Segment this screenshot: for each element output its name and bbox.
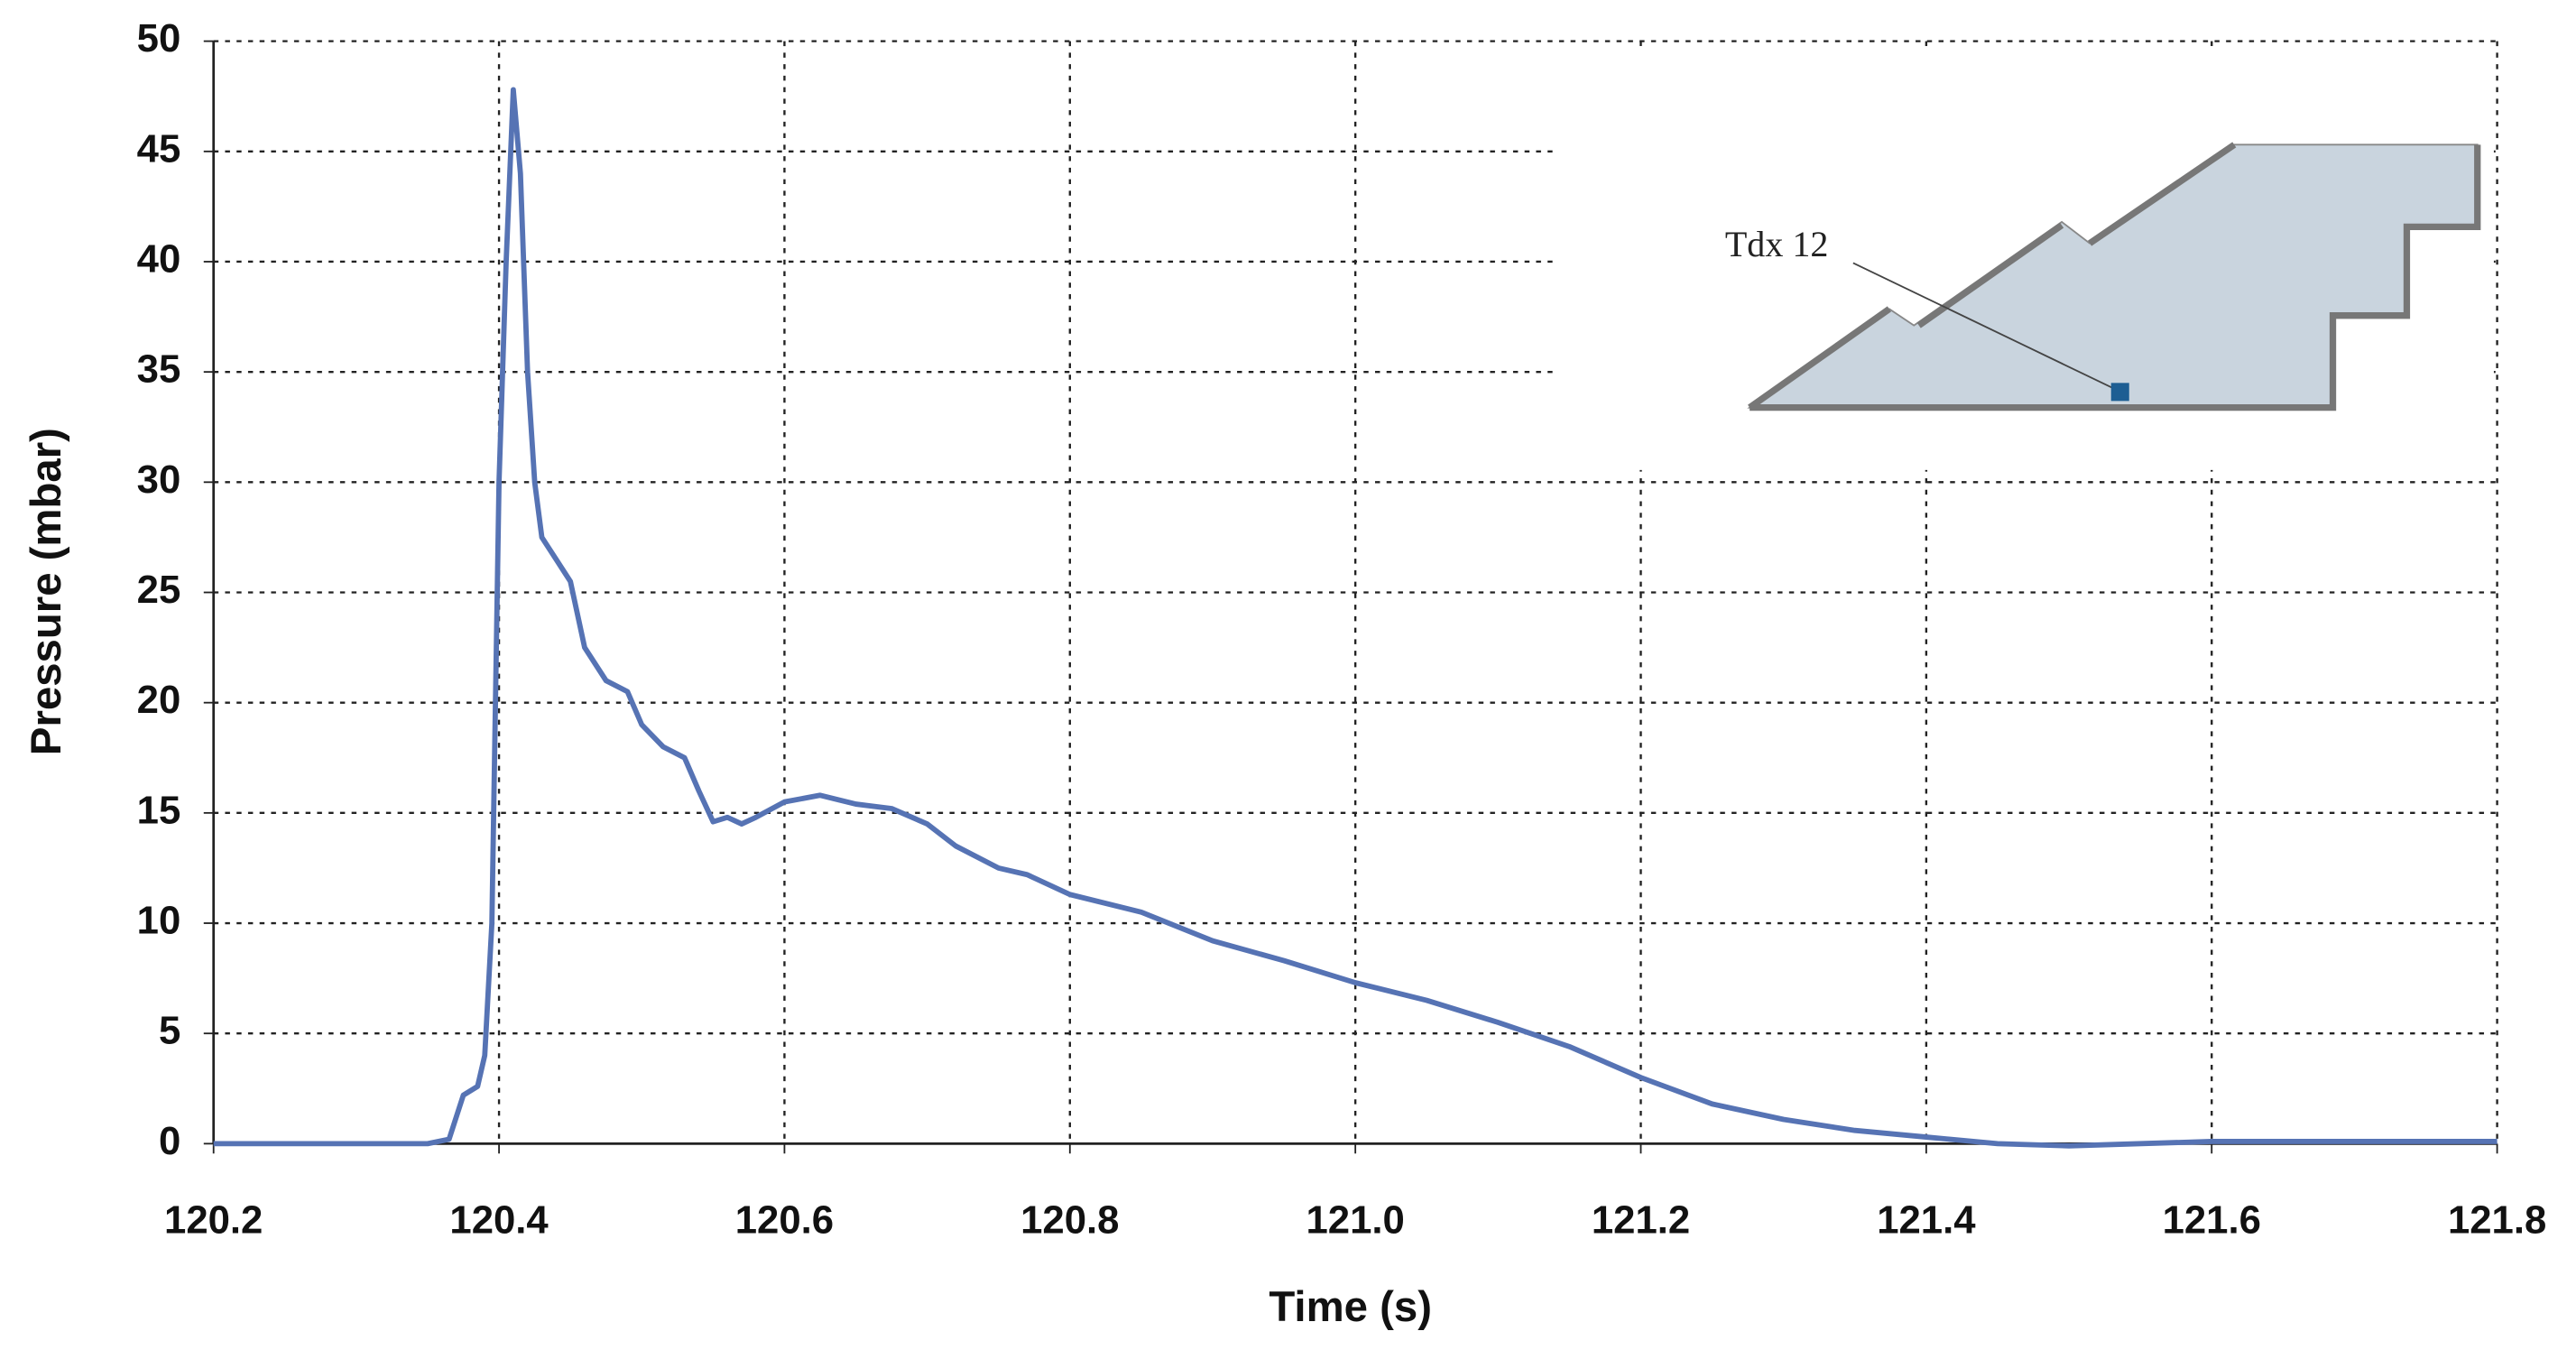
- x-tick-label: 121.8: [2448, 1197, 2546, 1242]
- y-tick-label: 40: [137, 237, 181, 282]
- inset-wall: [1750, 144, 2481, 411]
- y-axis-title: Pressure (mbar): [23, 428, 70, 755]
- leader-line: [1852, 262, 2120, 393]
- inset-wall: [1748, 306, 1892, 411]
- x-tick-label: 121.0: [1306, 1197, 1404, 1242]
- x-tick-label: 121.2: [1592, 1197, 1690, 1242]
- x-tick-label: 121.6: [2163, 1197, 2261, 1242]
- inset-diagram: Tdx 12: [1725, 142, 2481, 411]
- inset-wall: [1916, 222, 2064, 328]
- annotation: Tdx 12: [1725, 224, 1829, 264]
- x-tick-label: 120.8: [1020, 1197, 1119, 1242]
- y-tick-label: 35: [137, 347, 181, 392]
- grid: [213, 40, 2498, 1144]
- y-tick-label: 20: [137, 678, 181, 722]
- x-tick-label: 121.4: [1877, 1197, 1976, 1242]
- y-tick-label: 10: [137, 899, 181, 943]
- sensor: [2110, 383, 2129, 402]
- y-tick-label: 15: [137, 788, 181, 832]
- inset-wall: [2087, 142, 2237, 246]
- y-tick-label: 30: [137, 458, 181, 502]
- x-tick-label: 120.4: [449, 1197, 549, 1242]
- y-tick-label: 25: [137, 568, 181, 612]
- data-line: [213, 87, 2498, 1149]
- y-tick-label: 0: [159, 1119, 180, 1163]
- y-tick-label: 5: [159, 1009, 180, 1053]
- x-tick-label: 120.2: [164, 1197, 263, 1242]
- y-tick-label: 50: [137, 16, 181, 60]
- y-tick-label: 45: [137, 126, 181, 171]
- x-tick-label: 120.6: [735, 1197, 834, 1242]
- x-axis-title: Time (s): [1269, 1283, 1432, 1331]
